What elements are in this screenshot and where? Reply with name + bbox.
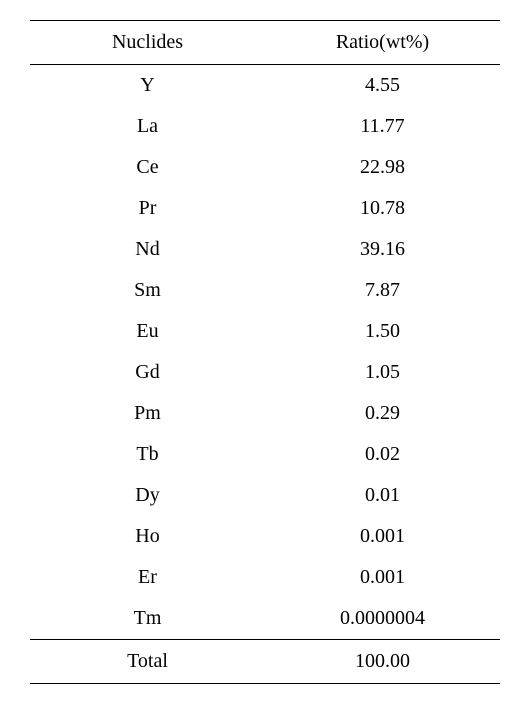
cell-nuclide: Gd [30,352,265,393]
cell-ratio: 22.98 [265,147,500,188]
cell-ratio: 1.50 [265,311,500,352]
nuclides-table: Nuclides Ratio(wt%) Y 4.55 La 11.77 Ce 2… [30,20,500,684]
footer-total: 100.00 [265,640,500,684]
cell-nuclide: Er [30,557,265,598]
cell-ratio: 7.87 [265,270,500,311]
table-row: Dy 0.01 [30,475,500,516]
cell-ratio: 0.01 [265,475,500,516]
table-row: Ho 0.001 [30,516,500,557]
table-header-row: Nuclides Ratio(wt%) [30,21,500,65]
cell-ratio: 0.29 [265,393,500,434]
cell-nuclide: Ce [30,147,265,188]
cell-nuclide: Y [30,65,265,107]
table-row: Y 4.55 [30,65,500,107]
cell-nuclide: Ho [30,516,265,557]
table-footer-row: Total 100.00 [30,640,500,684]
table-row: Tm 0.0000004 [30,598,500,640]
cell-nuclide: Sm [30,270,265,311]
cell-ratio: 4.55 [265,65,500,107]
cell-ratio: 0.0000004 [265,598,500,640]
cell-nuclide: Tb [30,434,265,475]
table-row: Pm 0.29 [30,393,500,434]
cell-nuclide: Dy [30,475,265,516]
column-header-ratio: Ratio(wt%) [265,21,500,65]
cell-nuclide: La [30,106,265,147]
cell-nuclide: Pr [30,188,265,229]
cell-ratio: 0.001 [265,516,500,557]
cell-nuclide: Pm [30,393,265,434]
cell-nuclide: Nd [30,229,265,270]
cell-ratio: 0.02 [265,434,500,475]
table-row: Er 0.001 [30,557,500,598]
cell-ratio: 0.001 [265,557,500,598]
table-row: Sm 7.87 [30,270,500,311]
cell-ratio: 39.16 [265,229,500,270]
table-row: Pr 10.78 [30,188,500,229]
cell-ratio: 1.05 [265,352,500,393]
table-row: Tb 0.02 [30,434,500,475]
table-row: Eu 1.50 [30,311,500,352]
cell-ratio: 11.77 [265,106,500,147]
table-row: La 11.77 [30,106,500,147]
cell-nuclide: Tm [30,598,265,640]
footer-label: Total [30,640,265,684]
table-row: Ce 22.98 [30,147,500,188]
table-body: Y 4.55 La 11.77 Ce 22.98 Pr 10.78 Nd 39.… [30,65,500,640]
table-row: Gd 1.05 [30,352,500,393]
table-row: Nd 39.16 [30,229,500,270]
cell-ratio: 10.78 [265,188,500,229]
column-header-nuclides: Nuclides [30,21,265,65]
cell-nuclide: Eu [30,311,265,352]
